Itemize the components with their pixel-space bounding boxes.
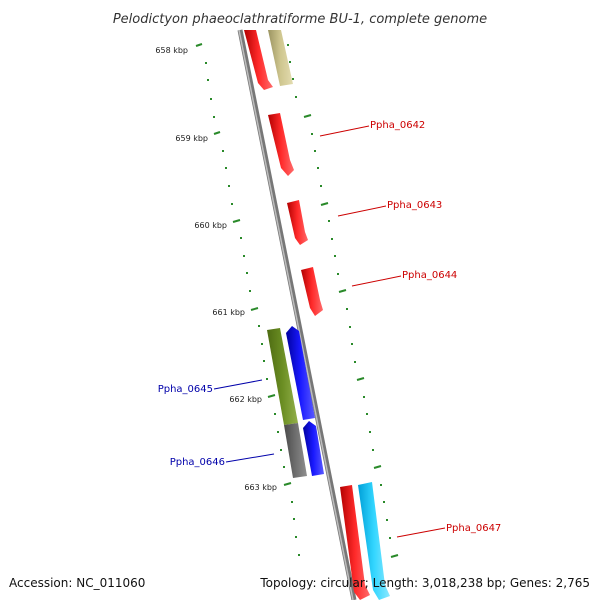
gene-label-ppha0647[interactable]: Ppha_0647: [446, 523, 501, 534]
genome-backbone: [237, 29, 357, 600]
gene-ppha0644-arrow[interactable]: [301, 267, 323, 316]
callout-ppha0646: Ppha_0646: [170, 453, 275, 468]
tick-label-660: 660 kbp: [194, 221, 227, 230]
gene-label-ppha0645[interactable]: Ppha_0645: [158, 384, 213, 395]
gene-ppha0645-blue-arrow[interactable]: [286, 326, 315, 420]
tick-label-662: 662 kbp: [229, 395, 262, 404]
gene-bottom-cyan-arrow[interactable]: [358, 482, 390, 600]
gene-label-ppha0646[interactable]: Ppha_0646: [170, 457, 225, 468]
tick-rail-left: [195, 43, 300, 556]
gene-label-ppha0642[interactable]: Ppha_0642: [370, 120, 425, 131]
gene-label-ppha0643[interactable]: Ppha_0643: [387, 200, 442, 211]
tick-label-659: 659 kbp: [175, 134, 208, 143]
callout-ppha0647: Ppha_0647: [396, 523, 501, 538]
tick-label-658: 658 kbp: [155, 46, 188, 55]
gene-top-red-arrow[interactable]: [244, 30, 273, 90]
gene-ppha0643-arrow[interactable]: [287, 200, 308, 245]
callout-ppha0642: Ppha_0642: [319, 120, 425, 137]
tick-rail-right: [287, 44, 399, 558]
gene-ppha0642-arrow[interactable]: [268, 113, 294, 176]
accession-text: Accession: NC_011060: [9, 576, 146, 590]
callout-ppha0644: Ppha_0644: [351, 270, 457, 287]
gene-ppha0646-gray-block[interactable]: [284, 423, 307, 478]
gene-ppha0647-red-arrow[interactable]: [340, 485, 370, 600]
callout-ppha0643: Ppha_0643: [337, 200, 442, 217]
gene-label-ppha0644[interactable]: Ppha_0644: [402, 270, 457, 281]
gene-ppha0646-blue-arrow[interactable]: [303, 421, 324, 476]
tick-label-661: 661 kbp: [212, 308, 245, 317]
genome-summary-text: Topology: circular; Length: 3,018,238 bp…: [260, 576, 590, 590]
gene-ppha0645-olive-block[interactable]: [267, 328, 298, 425]
callout-ppha0645: Ppha_0645: [158, 379, 263, 395]
genome-title: Pelodictyon phaeoclathratiforme BU-1, co…: [113, 12, 487, 27]
gene-top-khaki-block[interactable]: [268, 30, 293, 86]
tick-label-663: 663 kbp: [244, 483, 277, 492]
